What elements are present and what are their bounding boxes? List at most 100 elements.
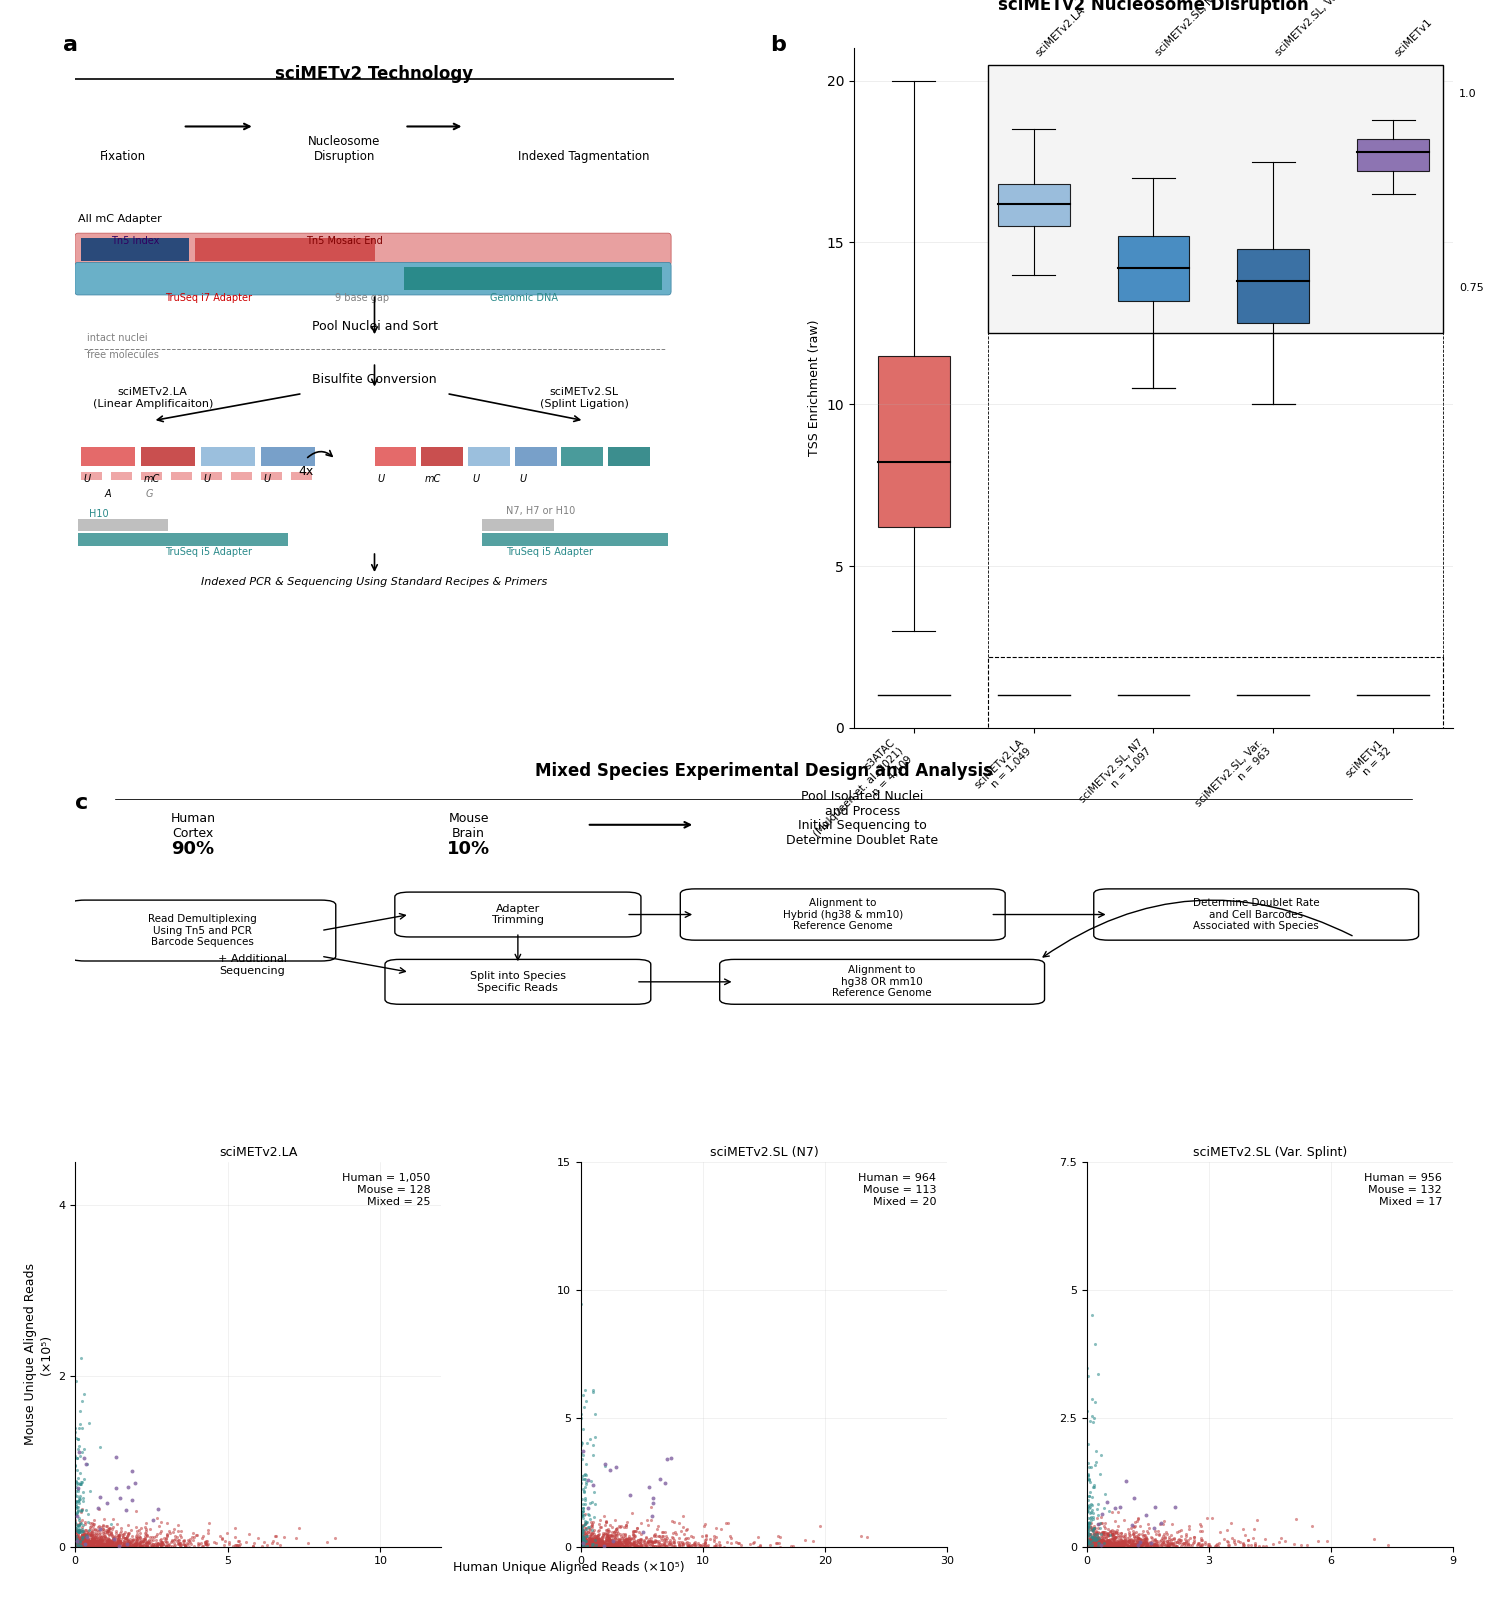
Point: [1155, 1521, 1179, 1547]
Point: [78, 1511, 102, 1537]
Point: [1119, 1529, 1143, 1555]
Point: [580, 1513, 604, 1539]
Point: [1080, 1530, 1104, 1556]
Point: [653, 1532, 677, 1558]
Text: Human = 956
Mouse = 132
Mixed = 17: Human = 956 Mouse = 132 Mixed = 17: [1365, 1173, 1443, 1207]
Point: [587, 1527, 611, 1553]
Point: [593, 1530, 617, 1556]
Point: [1124, 1532, 1147, 1558]
Point: [676, 1532, 700, 1558]
Point: [595, 1534, 619, 1559]
Point: [117, 1521, 141, 1547]
Point: [135, 1529, 159, 1555]
Point: [581, 1530, 605, 1556]
Point: [69, 1532, 93, 1558]
Point: [577, 1516, 601, 1542]
Point: [223, 1516, 247, 1542]
Point: [1077, 1529, 1101, 1555]
Point: [581, 1522, 605, 1548]
Point: [66, 1513, 90, 1539]
Point: [572, 1503, 596, 1529]
Point: [587, 1532, 611, 1558]
Point: [121, 1532, 145, 1558]
Point: [121, 1530, 145, 1556]
Point: [1131, 1522, 1155, 1548]
Point: [583, 1534, 607, 1559]
Point: [1076, 1527, 1100, 1553]
Point: [106, 1527, 130, 1553]
Bar: [261, 472, 282, 480]
Point: [1103, 1532, 1126, 1558]
Point: [765, 1529, 789, 1555]
Point: [129, 1514, 153, 1540]
Point: [1191, 1527, 1215, 1553]
Point: [66, 1529, 90, 1555]
Point: [148, 1532, 172, 1558]
Point: [63, 1452, 87, 1477]
Point: [1245, 1508, 1269, 1534]
Point: [583, 1529, 607, 1555]
Point: [1077, 1529, 1101, 1555]
Point: [186, 1530, 210, 1556]
Point: [1095, 1489, 1119, 1514]
Point: [225, 1532, 249, 1558]
Bar: [78, 519, 168, 530]
Point: [1113, 1526, 1137, 1551]
Point: [1112, 1522, 1135, 1548]
Point: [91, 1513, 115, 1539]
Point: [91, 1511, 115, 1537]
Point: [1147, 1522, 1171, 1548]
Point: [1128, 1526, 1152, 1551]
Point: [76, 1529, 100, 1555]
Point: [1100, 1519, 1124, 1545]
Point: [1106, 1527, 1129, 1553]
Point: [613, 1529, 637, 1555]
Point: [93, 1532, 117, 1558]
Point: [79, 1532, 103, 1558]
Point: [610, 1534, 634, 1559]
Point: [595, 1534, 619, 1559]
Point: [1088, 1532, 1112, 1558]
Point: [150, 1526, 174, 1551]
Point: [1095, 1521, 1119, 1547]
Point: [1104, 1532, 1128, 1558]
Point: [602, 1529, 626, 1555]
Point: [72, 1513, 96, 1539]
Point: [661, 1508, 685, 1534]
Point: [1080, 1497, 1104, 1522]
Point: [1103, 1530, 1126, 1556]
Point: [1106, 1518, 1129, 1543]
Point: [93, 1534, 117, 1559]
Point: [572, 1532, 596, 1558]
Point: [133, 1534, 157, 1559]
Point: [88, 1526, 112, 1551]
Point: [1124, 1532, 1147, 1558]
Point: [1094, 1532, 1118, 1558]
Point: [569, 1530, 593, 1556]
Point: [1079, 1527, 1103, 1553]
Point: [646, 1530, 670, 1556]
Point: [288, 1516, 312, 1542]
Text: TruSeq i5 Adapter: TruSeq i5 Adapter: [506, 546, 593, 556]
Point: [90, 1529, 114, 1555]
Point: [1079, 1490, 1103, 1516]
Point: [64, 1484, 88, 1510]
Point: [82, 1524, 106, 1550]
Point: [602, 1530, 626, 1556]
Point: [671, 1530, 695, 1556]
Point: [653, 1532, 677, 1558]
Point: [1121, 1534, 1144, 1559]
Point: [1077, 1526, 1101, 1551]
Point: [581, 1524, 605, 1550]
Point: [108, 1530, 132, 1556]
Point: [166, 1518, 190, 1543]
Point: [1122, 1521, 1146, 1547]
Point: [1086, 1532, 1110, 1558]
Point: [569, 1519, 593, 1545]
Point: [598, 1458, 622, 1484]
Point: [1113, 1529, 1137, 1555]
Point: [63, 1527, 87, 1553]
Point: [1112, 1532, 1135, 1558]
Point: [1146, 1521, 1170, 1547]
Point: [97, 1529, 121, 1555]
